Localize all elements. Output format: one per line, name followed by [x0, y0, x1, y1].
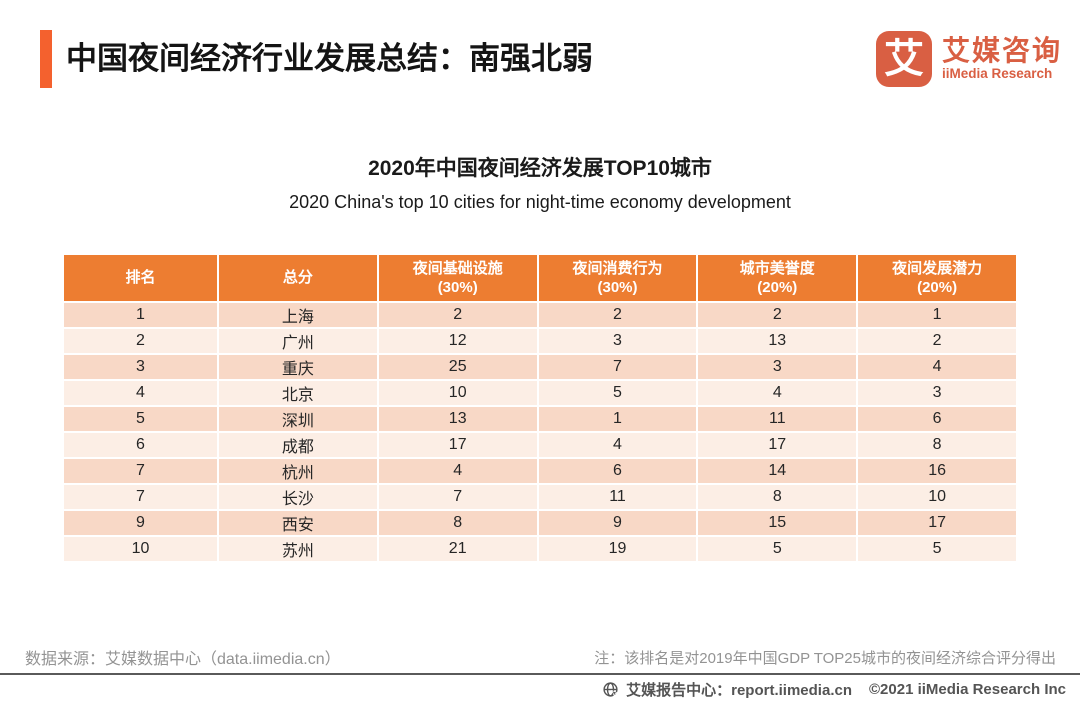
table-cell: 17	[378, 433, 537, 457]
table-cell: 12	[378, 329, 537, 353]
table-cell: 13	[698, 329, 857, 353]
table-row: 3 重庆 25 7 3 4	[64, 355, 1016, 379]
table-cell: 6	[858, 407, 1016, 431]
title-accent-bar	[40, 30, 52, 88]
table-cell: 重庆	[219, 355, 377, 379]
table-cell: 3	[538, 329, 697, 353]
ranking-table: 排名 总分 夜间基础设施 (30%) 夜间消费行为 (30%) 城市美誉度 (20%) 夜…	[62, 253, 1018, 563]
table-row: 6 成都 17 4 17 8	[64, 433, 1016, 457]
table-cell: 4	[64, 381, 217, 405]
logo-text: 艾媒咨询 iiMedia Research	[942, 36, 1062, 82]
table-body: 1 上海 2 2 2 1 2 广州 12 3 13 2 3 重庆 25 7 3 4 4 北京 10 5 4 3 5 深圳 13 1 11…	[64, 303, 1016, 561]
table-cell: 8	[698, 485, 857, 509]
copyright-text: ©2021 iiMedia Research Inc	[869, 680, 1066, 698]
column-header: 夜间消费行为 (30%)	[538, 255, 697, 301]
table-cell: 7	[64, 459, 217, 483]
logo-name-cn: 艾媒咨询	[941, 35, 1062, 67]
ranking-note: 注：该排名是对2019年中国GDP TOP25城市的夜间经济综合评分得出	[594, 650, 1056, 667]
table-cell: 16	[858, 459, 1016, 483]
column-header: 夜间基础设施 (30%)	[378, 255, 537, 301]
footer-bar: 艾媒报告中心：report.iimedia.cn ©2021 iiMedia R…	[602, 677, 1066, 701]
table-cell: 7	[538, 355, 697, 379]
table-cell: 2	[378, 303, 537, 327]
table-row: 10 苏州 21 19 5 5	[64, 537, 1016, 561]
table-cell: 6	[538, 459, 697, 483]
table-cell: 17	[698, 433, 857, 457]
table-cell: 3	[858, 381, 1016, 405]
footer-divider	[0, 673, 1080, 675]
table-cell: 成都	[219, 433, 377, 457]
table-cell: 7	[64, 485, 217, 509]
table-cell: 杭州	[219, 459, 377, 483]
iimedia-logo-icon: 艾	[875, 31, 932, 87]
table-row: 5 深圳 13 1 11 6	[64, 407, 1016, 431]
table-cell: 2	[64, 329, 217, 353]
table-cell: 10	[858, 485, 1016, 509]
table-cell: 11	[698, 407, 857, 431]
table-cell: 2	[858, 329, 1016, 353]
table-cell: 19	[538, 537, 697, 561]
table-cell: 10	[64, 537, 217, 561]
table-cell: 2	[538, 303, 697, 327]
table-cell: 4	[538, 433, 697, 457]
table-cell: 5	[858, 537, 1016, 561]
table-cell: 4	[858, 355, 1016, 379]
table-row: 2 广州 12 3 13 2	[64, 329, 1016, 353]
table-cell: 1	[858, 303, 1016, 327]
table-cell: 25	[378, 355, 537, 379]
column-header: 总分	[219, 255, 377, 301]
table-cell: 3	[698, 355, 857, 379]
table-cell: 3	[64, 355, 217, 379]
table-cell: 1	[64, 303, 217, 327]
column-header: 排名	[64, 255, 217, 301]
table-cell: 14	[698, 459, 857, 483]
table-cell: 8	[378, 511, 537, 535]
table-cell: 1	[538, 407, 697, 431]
table-cell: 9	[538, 511, 697, 535]
table-cell: 上海	[219, 303, 377, 327]
column-header: 夜间发展潜力 (20%)	[858, 255, 1016, 301]
table-row: 1 上海 2 2 2 1	[64, 303, 1016, 327]
table-cell: 10	[378, 381, 537, 405]
logo-name-en: iiMedia Research	[941, 65, 1053, 81]
table-row: 7 长沙 7 11 8 10	[64, 485, 1016, 509]
table-cell: 9	[64, 511, 217, 535]
table-cell: 15	[698, 511, 857, 535]
table-cell: 17	[858, 511, 1016, 535]
table-header-row: 排名 总分 夜间基础设施 (30%) 夜间消费行为 (30%) 城市美誉度 (20%) 夜…	[64, 255, 1016, 301]
chart-title: 2020年中国夜间经济发展TOP10城市	[368, 157, 712, 180]
table-cell: 5	[698, 537, 857, 561]
data-source: 数据来源：艾媒数据中心（data.iimedia.cn）	[25, 651, 341, 668]
table-cell: 2	[698, 303, 857, 327]
globe-icon	[602, 681, 619, 698]
report-center-text: 艾媒报告中心：report.iimedia.cn	[626, 681, 852, 699]
table-cell: 北京	[219, 381, 377, 405]
table-cell: 长沙	[219, 485, 377, 509]
table-row: 4 北京 10 5 4 3	[64, 381, 1016, 405]
table-cell: 13	[378, 407, 537, 431]
table-cell: 6	[64, 433, 217, 457]
table-cell: 4	[698, 381, 857, 405]
table-cell: 7	[378, 485, 537, 509]
table-cell: 深圳	[219, 407, 377, 431]
table-cell: 4	[378, 459, 537, 483]
table-cell: 8	[858, 433, 1016, 457]
iimedia-logo: 艾 艾媒咨询 iiMedia Research	[875, 31, 1062, 87]
page-title: 中国夜间经济行业发展总结：南强北弱	[66, 41, 593, 76]
table-row: 9 西安 8 9 15 17	[64, 511, 1016, 535]
table-cell: 西安	[219, 511, 377, 535]
chart-subtitle: 2020 China's top 10 cities for night-tim…	[289, 192, 791, 212]
column-header: 城市美誉度 (20%)	[698, 255, 857, 301]
table-cell: 5	[538, 381, 697, 405]
table-cell: 苏州	[219, 537, 377, 561]
table-cell: 5	[64, 407, 217, 431]
table-row: 7 杭州 4 6 14 16	[64, 459, 1016, 483]
table-cell: 广州	[219, 329, 377, 353]
table-cell: 11	[538, 485, 697, 509]
table-cell: 21	[378, 537, 537, 561]
logo-glyph: 艾	[883, 37, 924, 81]
